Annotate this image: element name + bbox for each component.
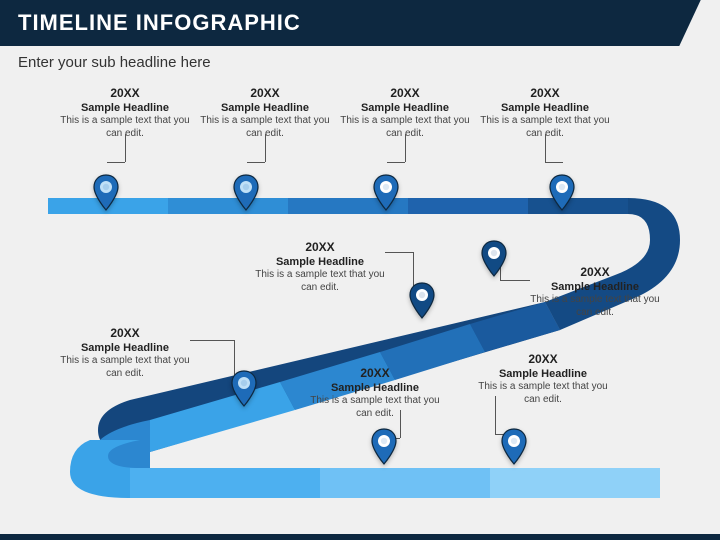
entry-headline: Sample Headline (60, 102, 190, 114)
timeline-entry-e2: 20XXSample HeadlineThis is a sample text… (200, 86, 330, 140)
map-pin-icon (230, 370, 258, 408)
entry-headline: Sample Headline (255, 256, 385, 268)
title-bar: TIMELINE INFOGRAPHIC (0, 0, 720, 46)
entry-headline: Sample Headline (480, 102, 610, 114)
entry-desc: This is a sample text that you can edit. (530, 294, 660, 319)
entry-year: 20XX (310, 366, 440, 380)
entry-year: 20XX (200, 86, 330, 100)
timeline-entry-e6: 20XX Sample HeadlineThis is a sample text… (530, 265, 660, 319)
entry-year: 20XX (255, 240, 385, 254)
page-title: TIMELINE INFOGRAPHIC (18, 10, 702, 36)
entry-year: 20XX (60, 326, 190, 340)
entry-headline: Sample Headline (310, 382, 440, 394)
timeline-entry-e4: 20XXSample HeadlineThis is a sample text… (480, 86, 610, 140)
timeline-entry-e9: 20XX Sample HeadlineThis is a sample text… (478, 352, 608, 406)
entry-year: 20XX (530, 265, 660, 279)
entry-headline: Sample Headline (340, 102, 470, 114)
map-pin-icon (372, 174, 400, 212)
entry-headline: Sample Headline (60, 342, 190, 354)
map-pin-icon (232, 174, 260, 212)
infographic-canvas: 20XXSample HeadlineThis is a sample text… (0, 80, 720, 540)
footer-stripe (0, 534, 720, 540)
entry-desc: This is a sample text that you can edit. (478, 381, 608, 406)
map-pin-icon (92, 174, 120, 212)
entry-headline: Sample Headline (200, 102, 330, 114)
timeline-entry-e1: 20XXSample HeadlineThis is a sample text… (60, 86, 190, 140)
map-pin-icon (370, 428, 398, 466)
map-pin-icon (408, 282, 436, 320)
entry-headline: Sample Headline (478, 368, 608, 380)
timeline-entry-e3: 20XXSample HeadlineThis is a sample text… (340, 86, 470, 140)
entry-desc: This is a sample text that you can edit. (255, 269, 385, 294)
map-pin-icon (548, 174, 576, 212)
entry-year: 20XX (60, 86, 190, 100)
timeline-entry-e8: 20XX Sample HeadlineThis is a sample text… (310, 366, 440, 420)
entry-headline: Sample Headline (530, 281, 660, 293)
entry-desc: This is a sample text that you can edit. (60, 355, 190, 380)
timeline-entry-e7: 20XX Sample HeadlineThis is a sample text… (60, 326, 190, 380)
timeline-entry-e5: 20XX Sample HeadlineThis is a sample text… (255, 240, 385, 294)
map-pin-icon (480, 240, 508, 278)
entry-desc: This is a sample text that you can edit. (310, 395, 440, 420)
entry-year: 20XX (340, 86, 470, 100)
map-pin-icon (500, 428, 528, 466)
entry-year: 20XX (480, 86, 610, 100)
page-subtitle: Enter your sub headline here (0, 46, 720, 79)
entry-year: 20XX (478, 352, 608, 366)
